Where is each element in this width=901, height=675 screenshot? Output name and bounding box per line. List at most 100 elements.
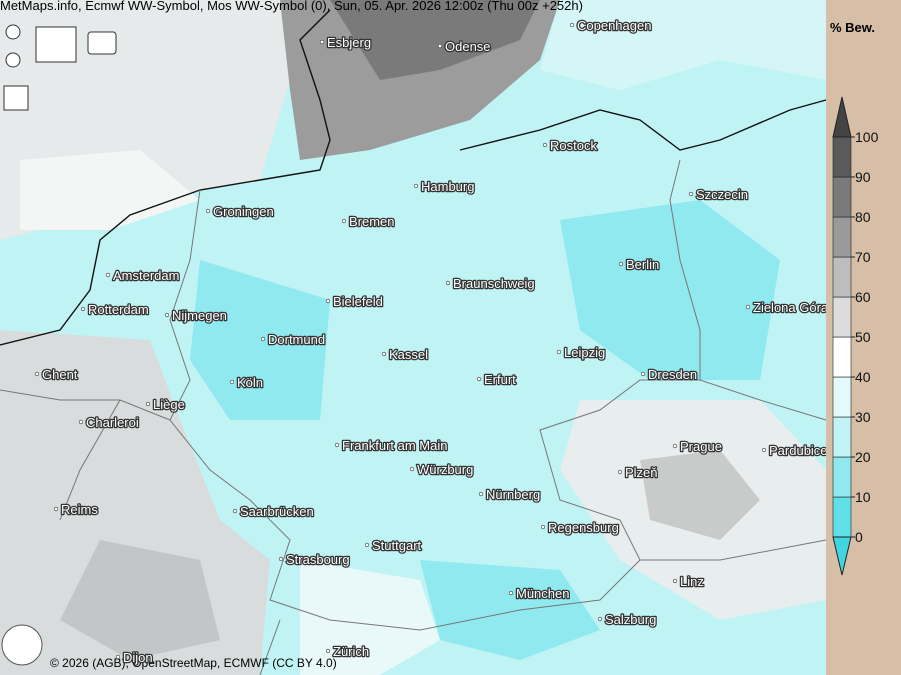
map-controls[interactable] xyxy=(3,24,117,111)
city-dot xyxy=(476,376,482,382)
city-label: Charleroi xyxy=(86,415,139,430)
city-label: Braunschweig xyxy=(453,276,535,291)
city-label: Bremen xyxy=(349,214,395,229)
city-label: Saarbrücken xyxy=(240,504,314,519)
copyright: © 2026 (AGB), OpenStreetMap, ECMWF (CC B… xyxy=(50,656,337,670)
city-dot xyxy=(640,371,646,377)
legend-tick-label: 20 xyxy=(855,449,871,465)
city-dot xyxy=(319,39,325,45)
city-dot xyxy=(232,508,238,514)
legend-swatch xyxy=(832,496,852,538)
city-label: Reims xyxy=(61,502,98,517)
legend-swatch xyxy=(832,296,852,338)
city-dot xyxy=(508,590,514,596)
city-dot xyxy=(745,304,751,310)
city-dot xyxy=(34,371,40,377)
city-dot xyxy=(761,447,767,453)
city-dot xyxy=(437,43,443,49)
city-dot xyxy=(260,336,266,342)
city-label: Hamburg xyxy=(421,179,474,194)
city-label: Leipzig xyxy=(564,345,605,360)
city-dot xyxy=(334,442,340,448)
city-label: Copenhagen xyxy=(577,18,651,33)
city-label: Rotterdam xyxy=(88,302,149,317)
legend-tick-label: 70 xyxy=(855,249,871,265)
pan-control[interactable] xyxy=(35,26,77,63)
city-label: Nijmegen xyxy=(172,308,227,323)
city-dot xyxy=(78,419,84,425)
city-dot xyxy=(115,654,121,660)
zoom-out[interactable] xyxy=(5,52,21,68)
city-label: Salzburg xyxy=(605,612,656,627)
city-dot xyxy=(229,379,235,385)
legend-title: % Bew. xyxy=(830,20,875,35)
legend-tick-label: 90 xyxy=(855,169,871,185)
city-label: Szczecin xyxy=(696,187,748,202)
city-dot xyxy=(164,312,170,318)
city-label: Amsterdam xyxy=(113,268,179,283)
city-dot xyxy=(381,351,387,357)
city-dot xyxy=(278,556,284,562)
city-dot xyxy=(617,469,623,475)
city-dot xyxy=(569,22,575,28)
legend-tick-label: 0 xyxy=(855,529,863,545)
legend-overflow xyxy=(832,96,852,138)
city-label: Linz xyxy=(680,574,704,589)
city-dot xyxy=(341,218,347,224)
city-label: Nürnberg xyxy=(486,487,540,502)
city-label: Berlin xyxy=(626,257,659,272)
city-dot xyxy=(597,616,603,622)
city-label: Köln xyxy=(237,375,263,390)
city-label: Esbjerg xyxy=(327,35,371,50)
city-dot xyxy=(53,506,59,512)
city-dot xyxy=(80,306,86,312)
city-dot xyxy=(325,298,331,304)
city-label: Rostock xyxy=(550,138,597,153)
city-label: Stuttgart xyxy=(372,538,422,553)
city-label: München xyxy=(516,586,569,601)
legend-tick-label: 30 xyxy=(855,409,871,425)
city-label: Prague xyxy=(680,439,722,454)
city-label: Odense xyxy=(445,39,491,54)
city-dot xyxy=(413,183,419,189)
zoom-in[interactable] xyxy=(5,24,21,40)
city-dot xyxy=(540,524,546,530)
legend-swatch xyxy=(832,376,852,418)
legend-underflow xyxy=(832,536,852,576)
city-dot xyxy=(145,401,151,407)
cloud-field xyxy=(0,0,826,675)
city-label: Bielefeld xyxy=(333,294,383,309)
borders xyxy=(0,9,827,675)
city-dot xyxy=(618,261,624,267)
legend-tick-label: 40 xyxy=(855,369,871,385)
city-label: Würzburg xyxy=(417,462,473,477)
city-label: Frankfurt am Main xyxy=(342,438,447,453)
city-label: Liège xyxy=(153,397,185,412)
city-dot xyxy=(364,542,370,548)
city-dot xyxy=(205,208,211,214)
legend-swatch xyxy=(832,136,852,178)
city-label: Regensburg xyxy=(548,520,619,535)
logo xyxy=(1,624,43,666)
city-label: Pardubice xyxy=(769,443,828,458)
legend-tick-label: 100 xyxy=(855,129,879,145)
legend-swatch xyxy=(832,336,852,378)
legend-tick-label: 60 xyxy=(855,289,871,305)
city-label: Plzeň xyxy=(625,465,658,480)
map-title: MetMaps.info, Ecmwf WW-Symbol, Mos WW-Sy… xyxy=(0,0,583,13)
legend-tick-label: 50 xyxy=(855,329,871,345)
city-dot xyxy=(409,466,415,472)
city-dot xyxy=(672,578,678,584)
city-dot xyxy=(542,142,548,148)
legend-swatch xyxy=(832,456,852,498)
snapshot-button[interactable] xyxy=(87,31,117,55)
city-dot xyxy=(325,648,331,654)
city-label: Ghent xyxy=(42,367,78,382)
city-label: Kassel xyxy=(389,347,428,362)
city-label: Strasbourg xyxy=(286,552,350,567)
city-label: Zielona Góra xyxy=(753,300,829,315)
fullscreen-button[interactable] xyxy=(3,85,29,111)
legend-swatch xyxy=(832,176,852,218)
legend-swatch xyxy=(832,416,852,458)
